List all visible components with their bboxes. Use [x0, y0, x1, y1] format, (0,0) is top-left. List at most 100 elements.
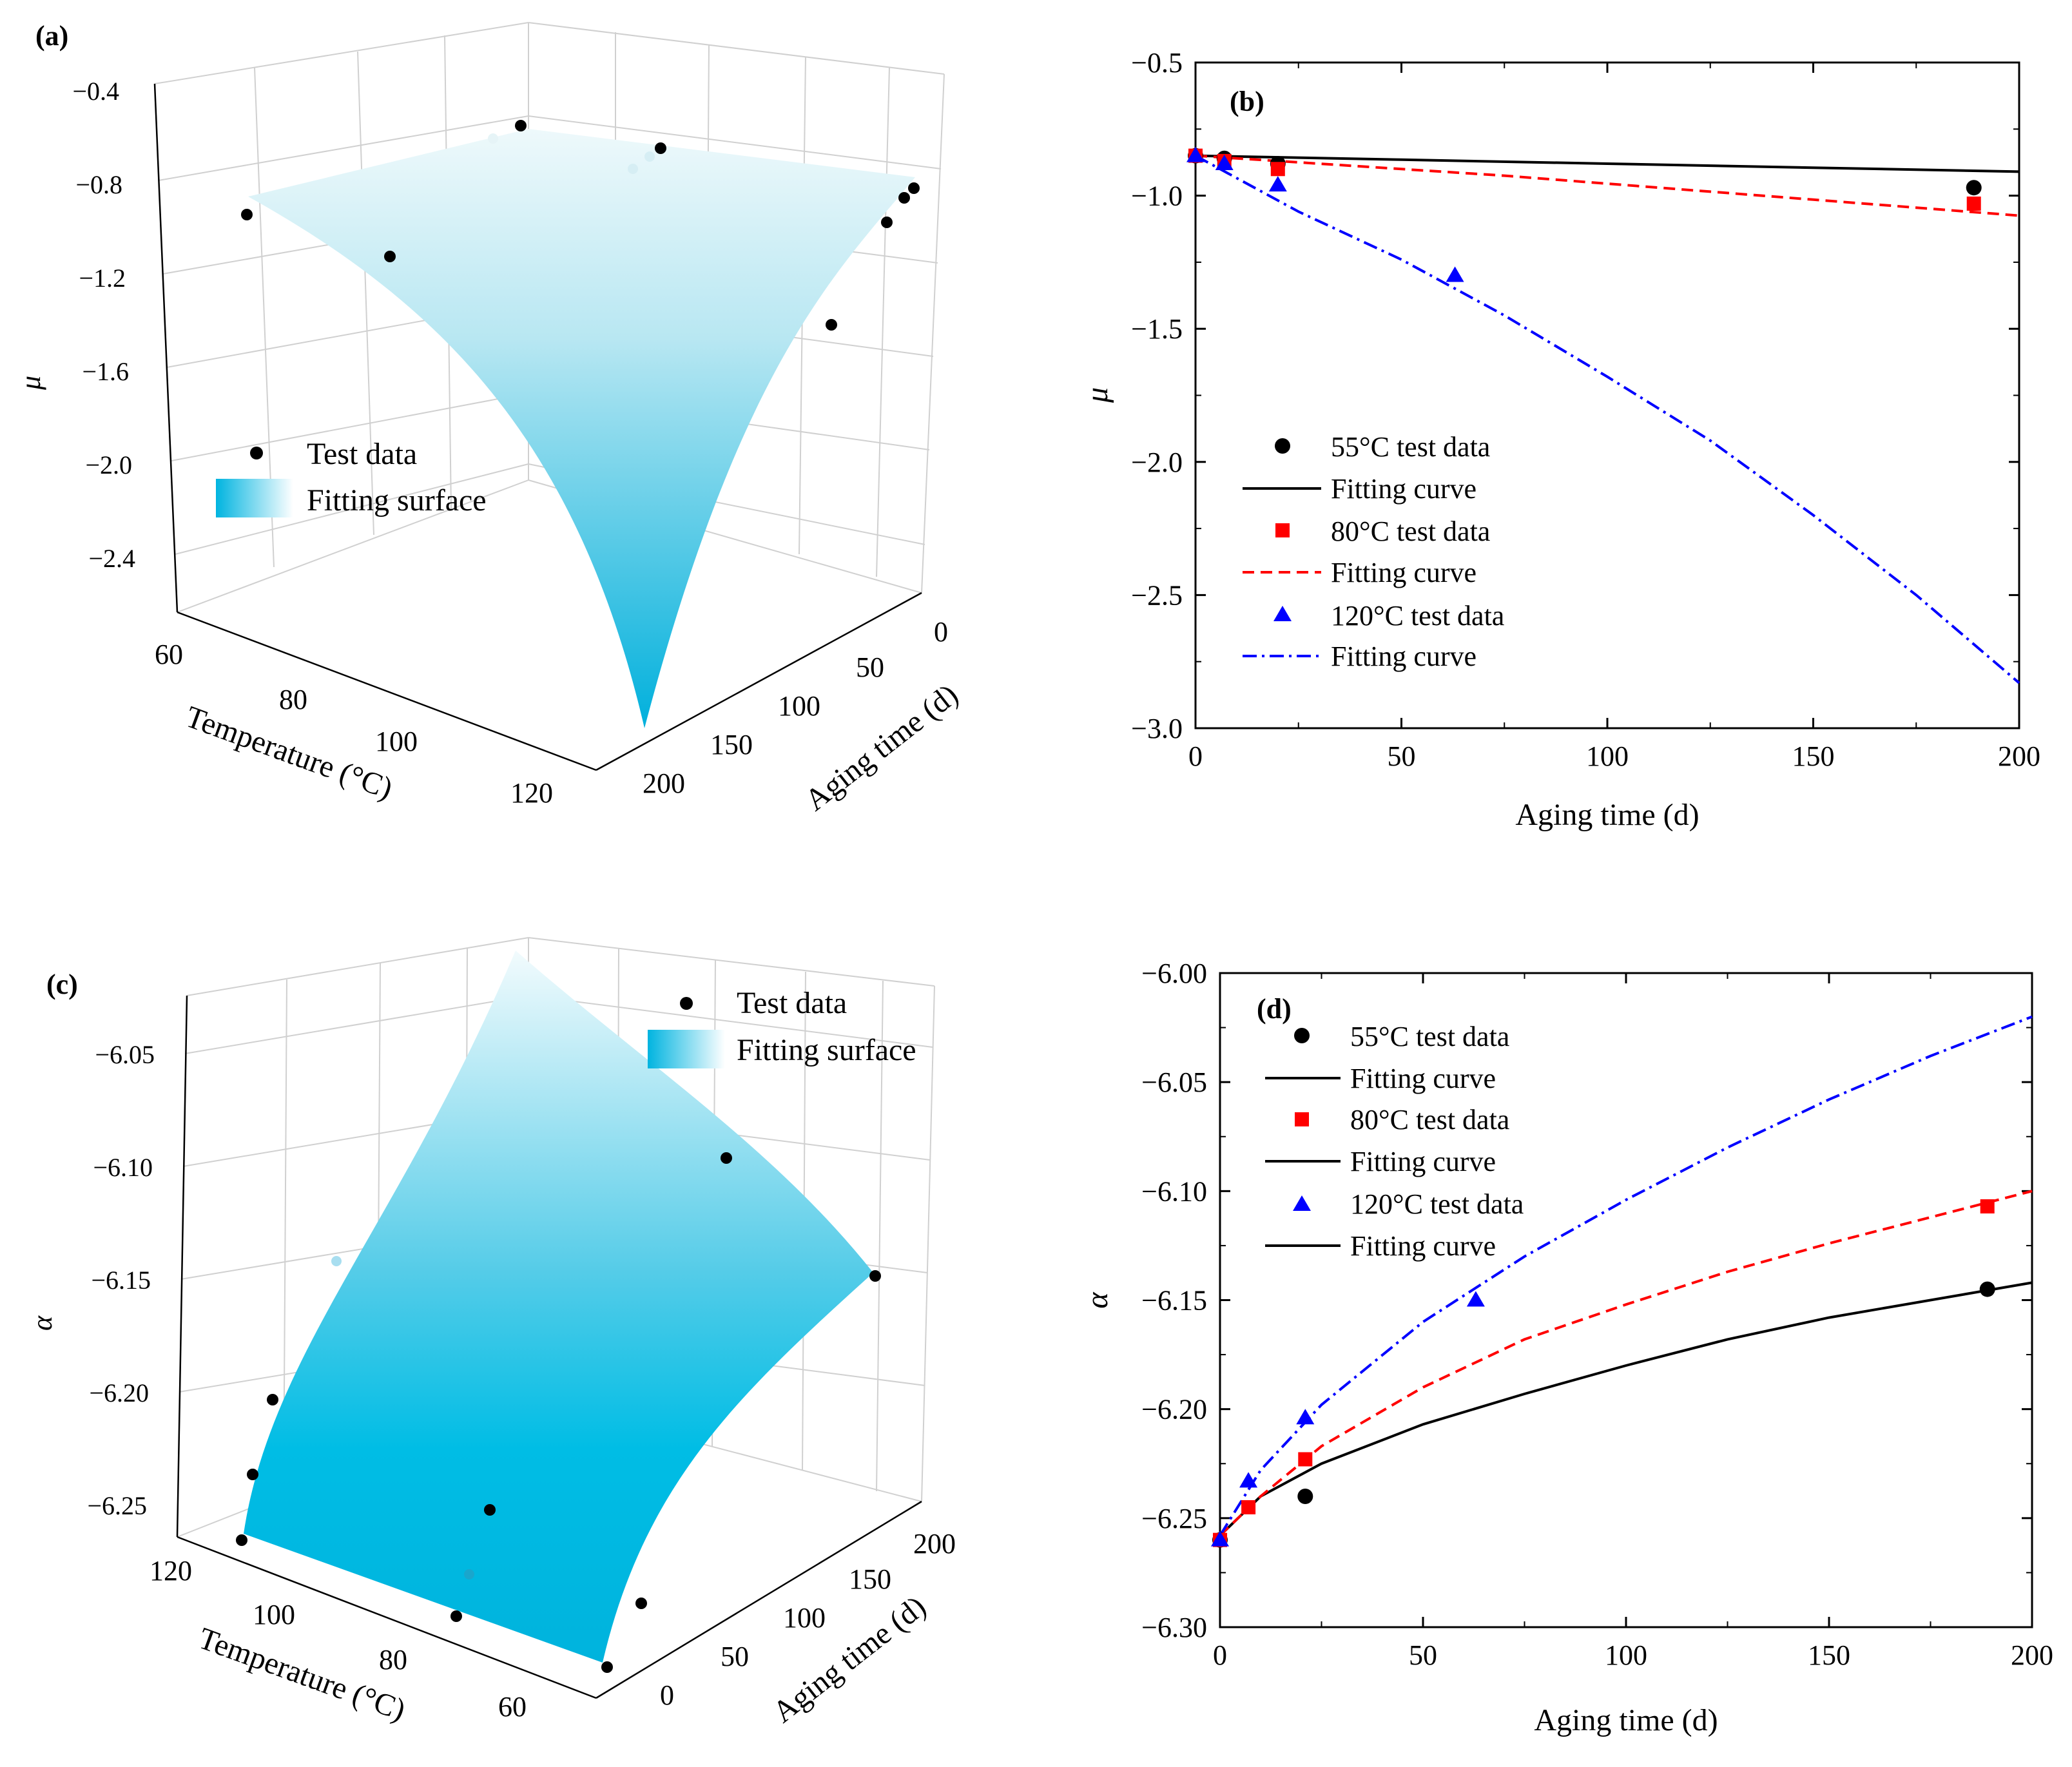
panel-a-test-point — [898, 192, 910, 204]
d-data-point-120 — [1211, 1530, 1229, 1547]
panel-c: (c) −6.05 −6.10 −6.15 −6.20 −6.25 α — [26, 937, 956, 1730]
panel-a-legend-swatch-surface — [216, 479, 293, 517]
panel-c-test-point — [450, 1610, 462, 1622]
panel-c-y-tick: 200 — [913, 1528, 956, 1559]
panel-a-test-point — [384, 251, 396, 262]
panel-c-y-tick: 150 — [849, 1563, 891, 1595]
panel-a-legend-marker-test — [250, 447, 263, 459]
panel-d-legend-label-80: 80°C test data — [1350, 1104, 1509, 1135]
panel-a-axes — [153, 83, 922, 771]
panel-c-z-tick: −6.25 — [87, 1491, 147, 1520]
d-data-point-55 — [1979, 1281, 1995, 1297]
b-fitting-curve-5 — [1195, 154, 2020, 684]
panel-c-axes — [176, 995, 922, 1699]
panel-a-test-point — [881, 217, 893, 228]
panel-c-x-label: Temperature (°C) — [194, 1621, 410, 1728]
panel-c-label: (c) — [46, 969, 78, 1000]
panel-d-legend-marker-120 — [1293, 1195, 1311, 1211]
d-x-tick-label: 100 — [1605, 1639, 1647, 1671]
b-x-tick-label: 50 — [1388, 740, 1416, 772]
panel-a-x-tick: 100 — [375, 726, 418, 757]
b-x-tick-label: 0 — [1188, 740, 1203, 772]
panel-c-y-ticks: 0 50 100 150 200 — [660, 1528, 956, 1711]
panel-d-legend-marker-55 — [1294, 1028, 1310, 1043]
panel-d-x-label: Aging time (d) — [1534, 1703, 1718, 1737]
panel-b-y-ticks: −0.5 −1.0 −1.5 −2.0 −2.5 −3.0 — [1131, 47, 2019, 744]
panel-b-legend-label-fit-55: Fitting curve — [1331, 473, 1477, 505]
d-x-tick-label: 150 — [1808, 1639, 1850, 1671]
panel-d-legend-label-fit-120: Fitting curve — [1350, 1230, 1496, 1262]
panel-c-legend: Test data Fitting surface — [648, 986, 916, 1068]
panel-d-y-ticks: −6.00 −6.05 −6.10 −6.15 −6.20 −6.25 −6.30 — [1141, 958, 2032, 1643]
panel-c-legend-label-test: Test data — [737, 986, 847, 1020]
panel-d-legend: 55°C test data Fitting curve 80°C test d… — [1265, 1021, 1524, 1262]
b-x-tick-label: 150 — [1792, 740, 1835, 772]
panel-a-z-ticks: −0.4 −0.8 −1.2 −1.6 −2.0 −2.4 — [72, 77, 135, 573]
b-y-tick-label: −2.0 — [1131, 447, 1183, 478]
panel-a-test-points — [241, 120, 920, 331]
panel-a-y-label: Aging time (d) — [799, 677, 964, 817]
panel-d: (d) −6.00−6.05−6.10−6.15−6.20−6.25−6.30 … — [1080, 958, 2053, 1737]
b-y-tick-label: −1.5 — [1131, 313, 1183, 345]
panel-b-legend: 55°C test data Fitting curve 80°C test d… — [1243, 431, 1504, 672]
panel-b-legend-label-80: 80°C test data — [1331, 516, 1490, 547]
b-data-point-80 — [1966, 196, 1981, 211]
panel-c-test-point — [331, 1256, 342, 1266]
d-y-tick-label: −6.15 — [1141, 1285, 1207, 1317]
panel-c-x-tick: 120 — [150, 1555, 192, 1587]
panel-c-test-point — [721, 1152, 732, 1164]
b-fitting-curve-3 — [1195, 154, 2020, 217]
panel-b-legend-marker-55 — [1275, 438, 1290, 454]
panel-a-y-tick: 50 — [856, 652, 884, 683]
panel-b-legend-marker-80 — [1275, 523, 1290, 537]
panel-a-x-ticks: 60 80 100 120 — [155, 639, 553, 809]
panel-a-z-tick: −0.8 — [75, 170, 122, 199]
panel-c-z-tick: −6.05 — [95, 1040, 155, 1069]
panel-d-y-label: α — [1080, 1292, 1114, 1309]
panel-a-legend-label-test: Test data — [307, 437, 417, 471]
panel-a-y-tick: 100 — [778, 690, 820, 722]
panel-b-legend-marker-120 — [1273, 606, 1292, 621]
panel-a-z-tick: −1.6 — [82, 357, 129, 386]
panel-c-z-tick: −6.15 — [91, 1266, 151, 1295]
panel-a-x-tick: 120 — [510, 777, 553, 809]
panel-b-y-label: μ — [1080, 387, 1114, 403]
panel-b-legend-label-120: 120°C test data — [1331, 600, 1504, 632]
d-x-tick-label: 200 — [2011, 1639, 2053, 1671]
b-y-tick-label: −1.0 — [1131, 180, 1183, 212]
panel-c-test-point — [484, 1504, 496, 1516]
d-fitting-curve-1 — [1219, 1281, 2033, 1537]
panel-a-x-tick: 60 — [155, 639, 183, 670]
d-x-tick-label: 0 — [1213, 1639, 1227, 1671]
panel-a-y-ticks: 0 50 100 150 200 — [643, 616, 948, 799]
d-data-point-55 — [1297, 1489, 1313, 1504]
panel-b-series — [1186, 146, 2020, 684]
panel-a-test-point — [826, 319, 837, 331]
d-data-point-120 — [1296, 1409, 1315, 1425]
panel-c-test-point — [869, 1270, 881, 1282]
panel-b-x-ticks: 0 50 100 150 200 — [1188, 63, 2040, 772]
panel-b: (b) −0.5 −1.0 −1.5 −2.0 −2.5 −3.0 0 50 100 150 20… — [1080, 47, 2040, 832]
panel-d-legend-label-120: 120°C test data — [1350, 1188, 1524, 1220]
panel-c-z-tick: −6.10 — [93, 1153, 153, 1182]
panel-c-test-point — [464, 1569, 474, 1579]
panel-c-test-point — [267, 1394, 278, 1405]
panel-a-z-tick: −2.0 — [85, 450, 132, 479]
b-y-tick-label: −3.0 — [1131, 713, 1183, 744]
panel-a-test-point — [628, 164, 638, 174]
panel-a-test-point — [515, 120, 527, 131]
d-data-point-80 — [1298, 1452, 1313, 1467]
panel-d-label: (d) — [1257, 993, 1292, 1025]
panel-b-legend-label-fit-80: Fitting curve — [1331, 557, 1477, 588]
d-x-tick-label: 50 — [1409, 1639, 1437, 1671]
panel-b-plot-frame — [1194, 61, 2020, 729]
panel-a-z-tick: −0.4 — [72, 77, 119, 106]
panel-a-y-tick: 150 — [710, 729, 753, 760]
panel-c-fitting-surface — [244, 951, 873, 1663]
panel-c-x-tick: 80 — [379, 1644, 407, 1675]
d-y-tick-label: −6.20 — [1141, 1394, 1207, 1425]
panel-d-series — [1211, 1015, 2033, 1548]
panel-c-test-points — [236, 1152, 881, 1673]
d-y-tick-label: −6.25 — [1141, 1503, 1207, 1534]
panel-d-legend-marker-80 — [1295, 1112, 1309, 1126]
